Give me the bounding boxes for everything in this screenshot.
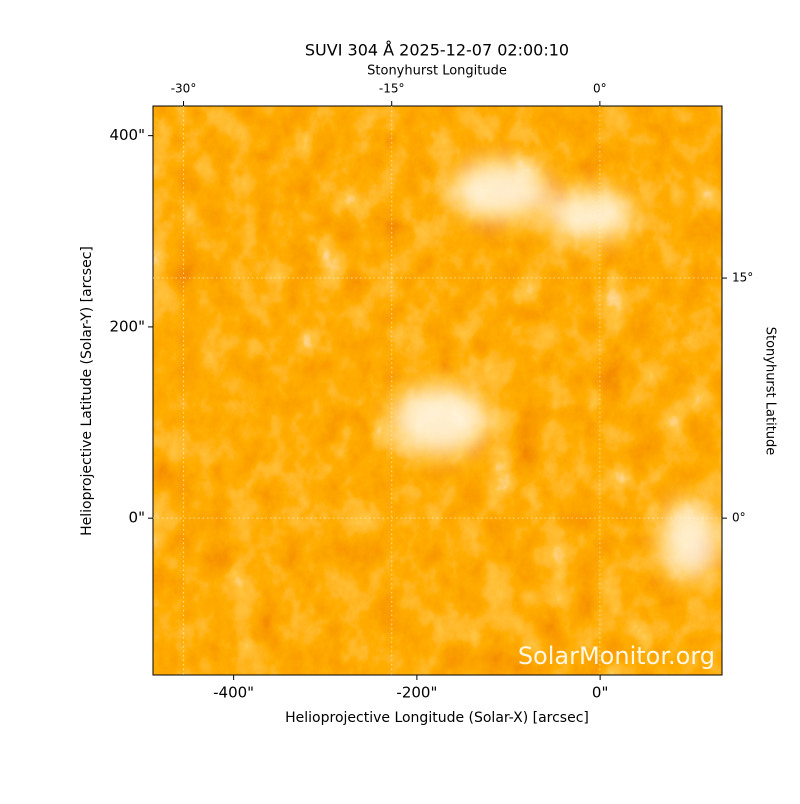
axes-frame <box>152 105 723 676</box>
x-axis-label: Helioprojective Longitude (Solar-X) [arc… <box>285 710 589 726</box>
y2-tick-label: 15° <box>732 271 753 285</box>
chart-title: SUVI 304 Å 2025-12-07 02:00:10 <box>305 41 569 60</box>
watermark: SolarMonitor.org <box>518 642 715 670</box>
x-tick-label: -200" <box>396 684 437 702</box>
y2-axis-label: Stonyhurst Latitude <box>763 327 778 456</box>
x2-tick-label: -15° <box>379 82 405 96</box>
y-axis-label: Helioprojective Latitude (Solar-Y) [arcs… <box>79 246 95 536</box>
y-tick-label: 400" <box>109 126 145 144</box>
x-tick-label: -400" <box>213 684 254 702</box>
x2-tick-label: -30° <box>171 82 197 96</box>
image-area <box>153 106 722 675</box>
y-tick-label: 200" <box>109 317 145 335</box>
x2-tick-label: 0° <box>593 82 607 96</box>
y-tick-label: 0" <box>129 509 145 527</box>
x-tick-label: 0" <box>592 684 608 702</box>
y2-tick-label: 0° <box>732 511 746 525</box>
x2-axis-label: Stonyhurst Longitude <box>367 64 507 79</box>
bright-regions <box>390 160 720 580</box>
